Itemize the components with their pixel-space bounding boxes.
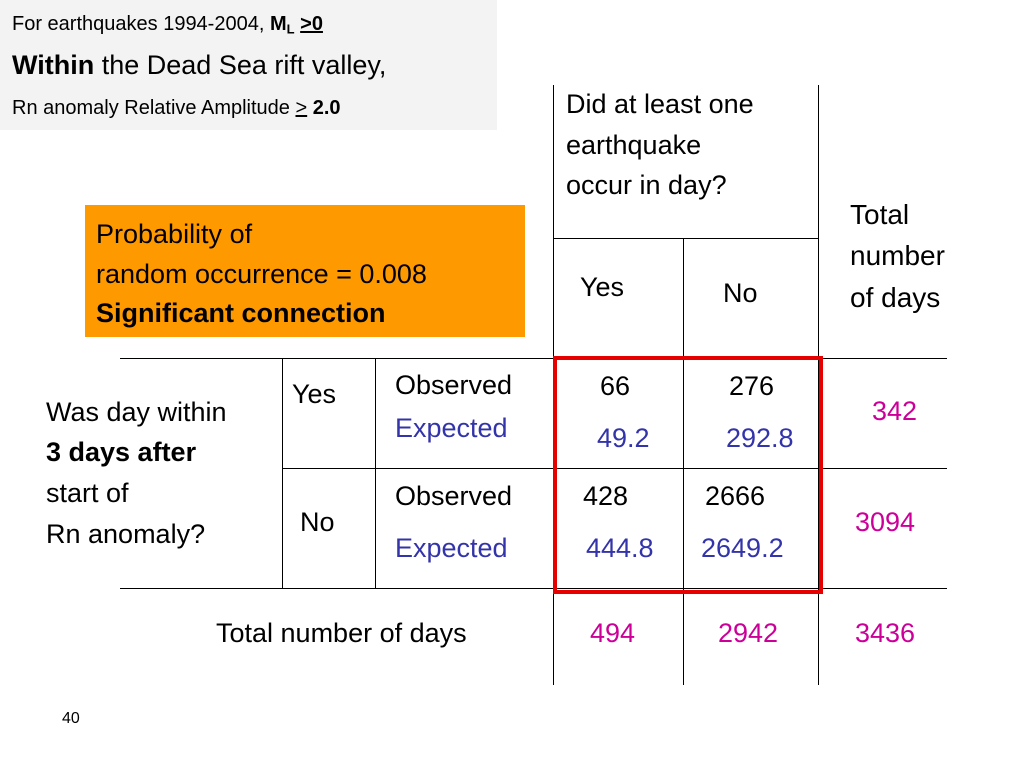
column-total-no: 2942 <box>718 618 779 648</box>
probability-line-2: random occurrence = 0.008 <box>96 259 427 289</box>
totals-label: Total number of days <box>216 618 467 648</box>
expected-label: Expected <box>395 413 508 443</box>
row-total-yes: 342 <box>872 396 918 426</box>
cell-no-no-observed: 2666 <box>705 481 766 511</box>
criteria-line-1: For earthquakes 1994-2004, ML >0 <box>12 13 323 37</box>
cell-yes-no-expected: 292.8 <box>726 423 794 453</box>
cell-no-no-expected: 2649.2 <box>701 533 784 563</box>
table-divider-horizontal-1 <box>553 238 818 239</box>
total-header-line-3: of days <box>850 282 941 313</box>
observed-label: Observed <box>395 370 513 400</box>
total-header-line-2: number <box>850 240 945 271</box>
table-divider-vertical-5 <box>375 358 376 588</box>
row-question-line-3: start of <box>46 478 129 508</box>
row-label-no: No <box>300 507 335 537</box>
row-label-yes: Yes <box>292 379 337 409</box>
row-question-line-1: Was day within <box>46 397 227 427</box>
criteria-box: For earthquakes 1994-2004, ML >0 Within … <box>0 0 497 130</box>
table-divider-horizontal-3 <box>282 468 947 469</box>
table-divider-vertical-3 <box>683 238 684 685</box>
cell-no-yes-expected: 444.8 <box>586 533 654 563</box>
cell-yes-yes-observed: 66 <box>600 371 631 401</box>
column-header-no: No <box>723 278 758 308</box>
cell-yes-no-observed: 276 <box>729 371 775 401</box>
row-question-line-4: Rn anomaly? <box>46 519 206 549</box>
table-divider-horizontal-4 <box>120 588 947 589</box>
criteria-line-2: Within the Dead Sea rift valley, <box>12 50 387 80</box>
column-header-yes: Yes <box>580 272 625 302</box>
observed-label: Observed <box>395 481 513 511</box>
header-question-line-1: Did at least one <box>566 89 754 119</box>
cell-no-yes-observed: 428 <box>583 481 629 511</box>
grand-total: 3436 <box>855 618 916 648</box>
probability-line-3: Significant connection <box>96 298 386 328</box>
header-question-line-2: earthquake <box>566 130 702 160</box>
slide-number: 40 <box>62 710 80 727</box>
row-total-no: 3094 <box>855 507 916 537</box>
criteria-line-3: Rn anomaly Relative Amplitude > 2.0 <box>12 97 341 119</box>
total-header-line-1: Total <box>850 199 910 230</box>
header-question-line-3: occur in day? <box>566 170 727 200</box>
table-divider-vertical-4 <box>282 358 283 588</box>
probability-line-1: Probability of <box>96 219 253 249</box>
table-divider-horizontal-2 <box>120 358 947 359</box>
column-total-yes: 494 <box>590 618 636 648</box>
probability-box: Probability of random occurrence = 0.008… <box>85 205 525 337</box>
table-divider-vertical-2 <box>818 85 819 685</box>
row-question-line-2: 3 days after <box>46 437 197 467</box>
highlight-box <box>553 356 823 594</box>
cell-yes-yes-expected: 49.2 <box>597 423 650 453</box>
expected-label: Expected <box>395 533 508 563</box>
